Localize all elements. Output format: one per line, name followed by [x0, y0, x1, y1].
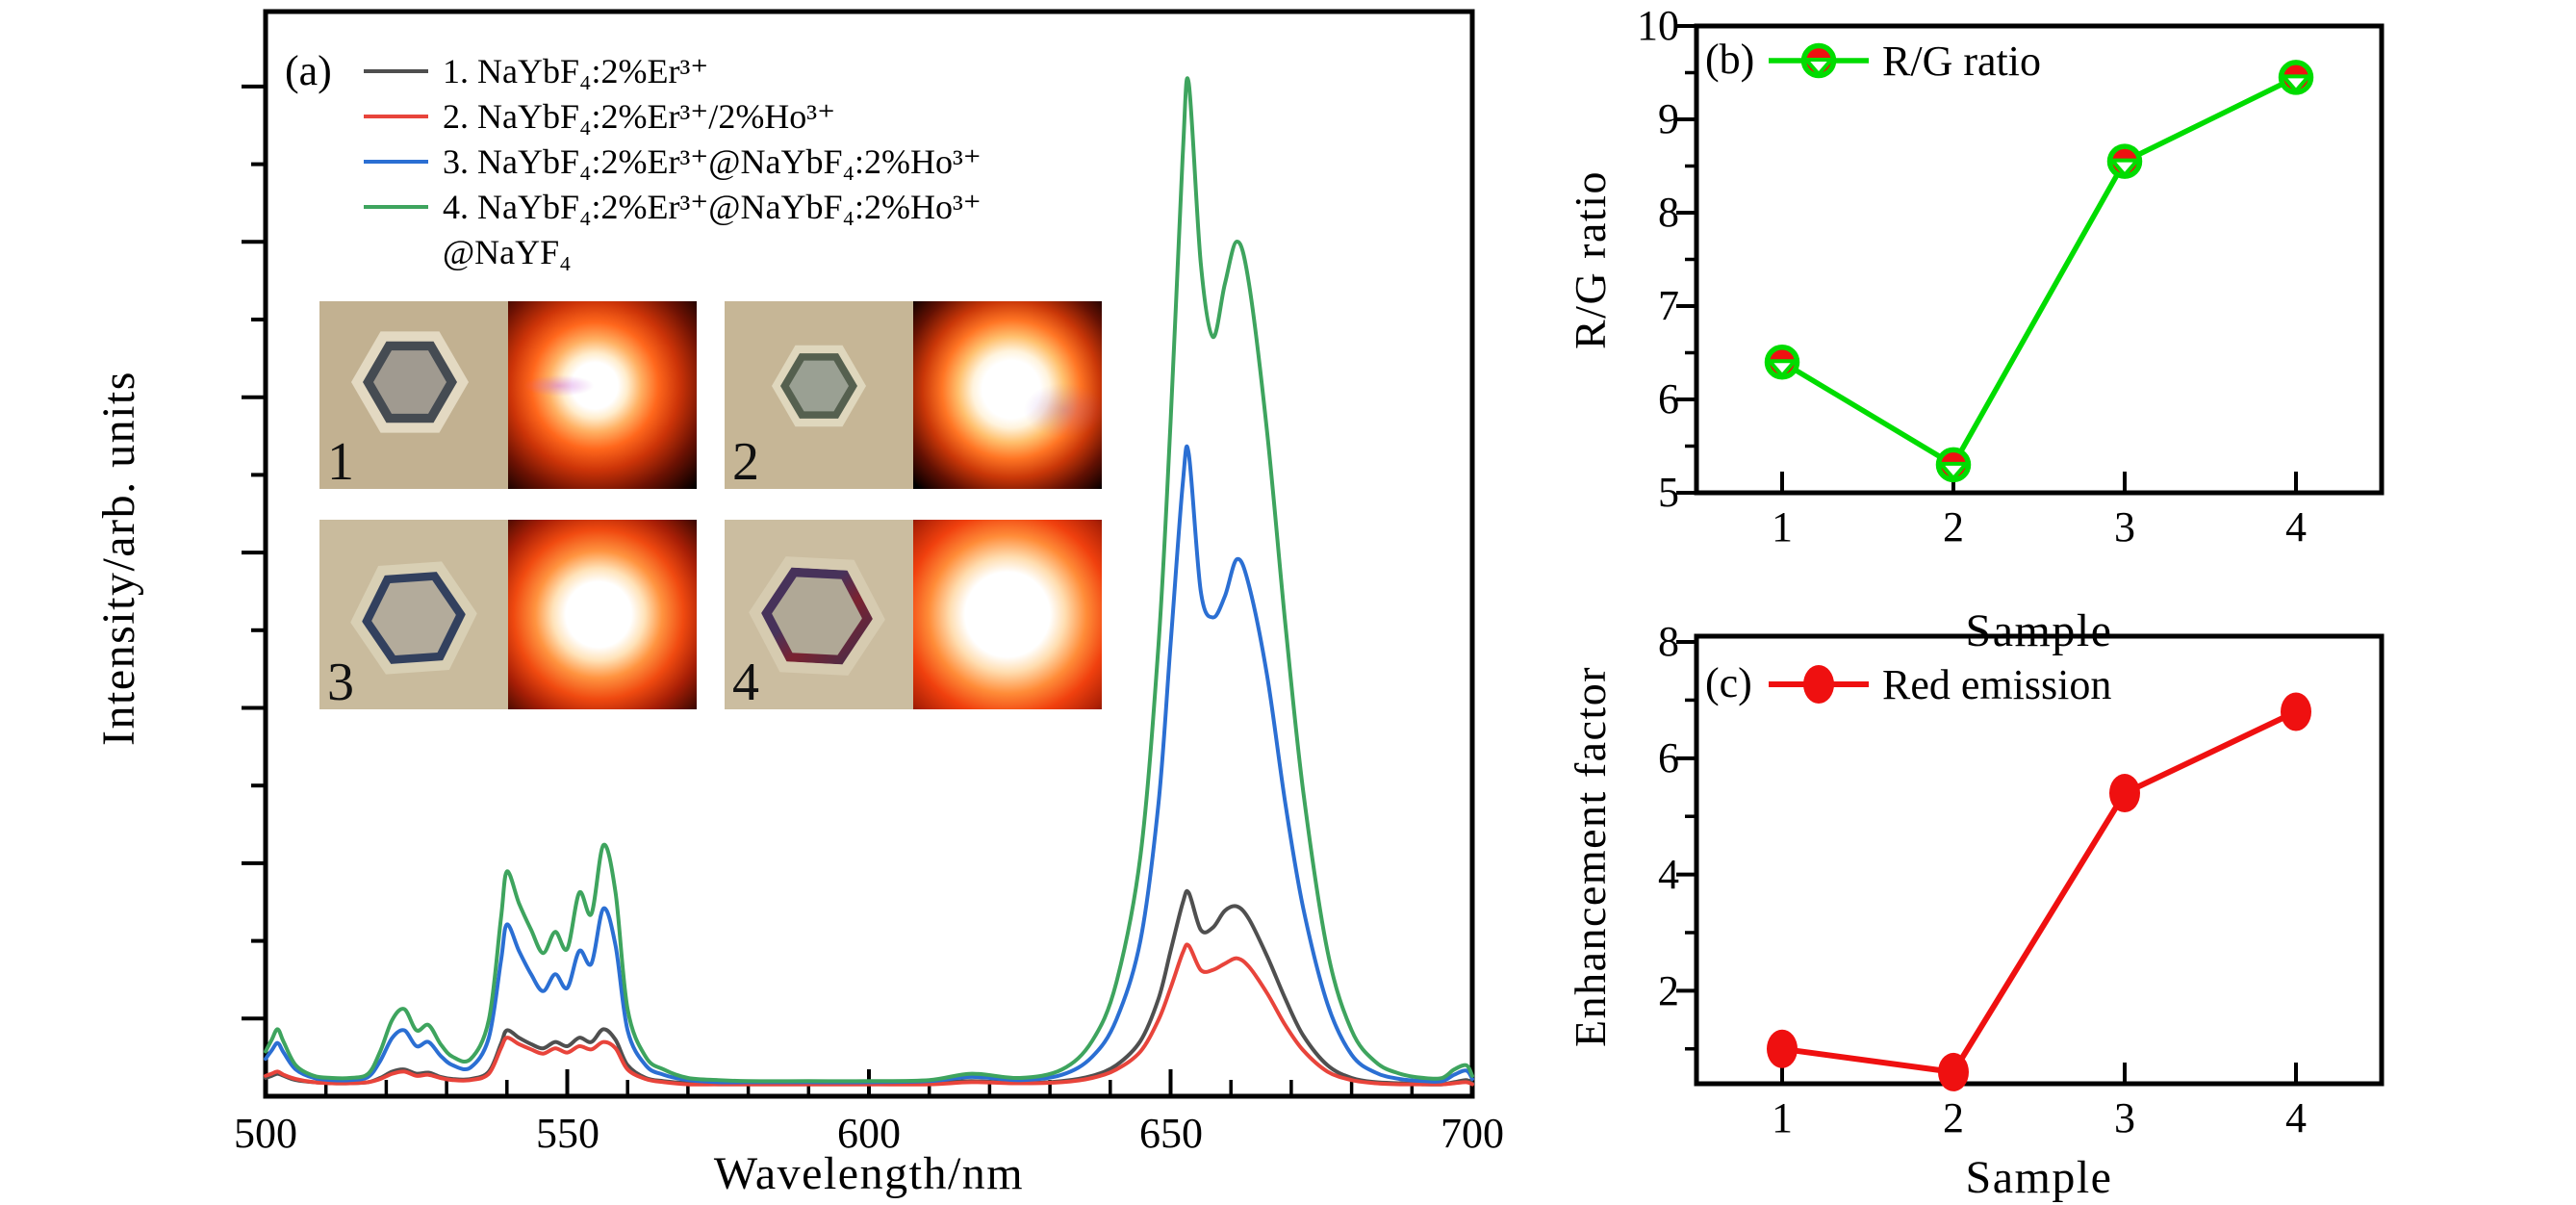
inset-4: 4	[725, 520, 1102, 709]
panel-c-ytick-8: 8	[1658, 618, 1679, 665]
rg-marker-green-ring	[1935, 447, 1972, 483]
panel-c-xlabel: Sample	[1965, 1152, 2113, 1203]
panel-b-axes	[1676, 23, 2385, 496]
legend-line-sample-2	[364, 114, 428, 118]
panel-c-legend-label: Red emission	[1882, 661, 2112, 708]
panel-a-xtick-650: 650	[1139, 1110, 1203, 1157]
panel-b-series	[1764, 60, 2314, 483]
panel-b-legend-marker	[1769, 42, 1869, 79]
panel-c-tag: (c)	[1705, 659, 1752, 706]
panel-b-xtick-3: 3	[2114, 503, 2135, 551]
inset-4-brightfield-image: 4	[725, 520, 913, 709]
rg-marker-green-ring	[2106, 143, 2143, 179]
panel-c-ytick-2: 2	[1658, 967, 1679, 1014]
panel-c-xtick-1: 1	[1772, 1094, 1793, 1141]
spectrum-curve-4	[264, 76, 1474, 1084]
rg-marker-down-triangle	[1768, 359, 1797, 378]
panel-b-ytick-10: 10	[1637, 2, 1679, 49]
inset-1-label: 1	[327, 432, 354, 489]
red-emission-marker	[2109, 774, 2140, 813]
inset-2-brightfield-image: 2	[725, 301, 913, 489]
panel-b-legend-label: R/G ratio	[1882, 38, 2041, 85]
panel-b-xlabel: Sample	[1965, 605, 2113, 656]
panel-a-xtick-500: 500	[234, 1110, 297, 1157]
panel-c-ytick-4: 4	[1658, 851, 1679, 898]
panel-b-xtick-2: 2	[1943, 503, 1964, 551]
spectrum-curve-1	[264, 888, 1474, 1087]
legend-row-3: 3. NaYbF₄:2%Er³⁺@NaYbF₄:2%Ho³⁺	[364, 139, 982, 184]
panel-b-ytick-6: 6	[1658, 375, 1679, 423]
rg-marker-down-triangle	[1939, 461, 1968, 480]
rg-ratio-line	[1780, 74, 2298, 469]
inset-3: 3	[319, 520, 697, 709]
legend-line-sample-1	[364, 68, 428, 73]
inset-1-brightfield-image: 1	[319, 301, 508, 489]
panel-c-xtick-4: 4	[2285, 1094, 2307, 1141]
rg-marker-down-triangle	[2110, 158, 2139, 177]
panel-b-ytick-7: 7	[1658, 282, 1679, 329]
panel-a-xtick-550: 550	[536, 1110, 599, 1157]
legend-label-2: 2. NaYbF₄:2%Er³⁺/2%Ho³⁺	[443, 96, 836, 136]
panel-a-xlabel: Wavelength/nm	[713, 1148, 1025, 1199]
red-emission-marker	[1938, 1052, 1969, 1091]
inset-3-brightfield-image: 3	[319, 520, 508, 709]
panel-a-xtick-600: 600	[837, 1110, 901, 1157]
inset-2-label: 2	[732, 432, 759, 489]
red-emission-marker	[1767, 1029, 1798, 1068]
panel-c-xtick-2: 2	[1943, 1094, 1964, 1141]
legend-label-5: @NaYF₄	[443, 232, 572, 271]
panel-b-ytick-9: 9	[1658, 95, 1679, 142]
panel-b-xtick-1: 1	[1772, 503, 1793, 551]
spectrum-curve-2	[264, 942, 1474, 1087]
panel-a-xtick-700: 700	[1441, 1110, 1504, 1157]
inset-1-emission-image	[508, 301, 697, 489]
panel-a-ylabel: Intensity/arb. units	[93, 371, 144, 746]
panel-a-tag: (a)	[285, 47, 332, 94]
rg-marker-green-ring	[2278, 60, 2314, 95]
legend-row-2: 2. NaYbF₄:2%Er³⁺/2%Ho³⁺	[364, 93, 982, 139]
panel-b-tag: (b)	[1705, 36, 1755, 83]
legend-line-sample-3	[364, 159, 428, 164]
panel-b-ytick-5: 5	[1658, 469, 1679, 516]
red-emission-marker	[2281, 692, 2311, 731]
panel-a-legend: 1. NaYbF₄:2%Er³⁺ 2. NaYbF₄:2%Er³⁺/2%Ho³⁺…	[364, 48, 982, 274]
legend-label-1: 1. NaYbF₄:2%Er³⁺	[443, 51, 709, 90]
inset-4-emission-image	[913, 520, 1102, 709]
legend-row-1: 1. NaYbF₄:2%Er³⁺	[364, 48, 982, 93]
panel-c-legend-marker	[1769, 665, 1869, 704]
panel-a-axes	[242, 9, 1475, 1099]
rg-marker-down-triangle	[1804, 58, 1833, 76]
inset-3-emission-image	[508, 520, 697, 709]
inset-2-emission-image	[913, 301, 1102, 489]
red-emission-line	[1781, 708, 2298, 1076]
legend-row-5: @NaYF₄	[364, 229, 982, 274]
rg-marker-down-triangle	[2282, 74, 2310, 93]
panel-c-xtick-3: 3	[2114, 1094, 2135, 1141]
legend-label-4: 4. NaYbF₄:2%Er³⁺@NaYbF₄:2%Ho³⁺	[443, 187, 982, 226]
legend-label-3: 3. NaYbF₄:2%Er³⁺@NaYbF₄:2%Ho³⁺	[443, 141, 982, 181]
rg-marker-green-ring	[1800, 42, 1837, 79]
inset-2: 2	[725, 301, 1102, 489]
inset-3-label: 3	[327, 653, 354, 709]
panel-a-spectra	[264, 76, 1474, 1087]
panel-b-ytick-8: 8	[1658, 189, 1679, 236]
inset-4-label: 4	[732, 653, 759, 709]
legend-row-4: 4. NaYbF₄:2%Er³⁺@NaYbF₄:2%Ho³⁺	[364, 184, 982, 229]
rg-marker-green-ring	[1764, 344, 1800, 380]
legend-line-sample-4	[364, 204, 428, 209]
panel-c-ytick-6: 6	[1658, 734, 1679, 782]
panel-b-xtick-4: 4	[2285, 503, 2307, 551]
inset-1: 1	[319, 301, 697, 489]
panel-c-series	[1767, 692, 2311, 1091]
red-emission-marker	[1803, 665, 1834, 704]
